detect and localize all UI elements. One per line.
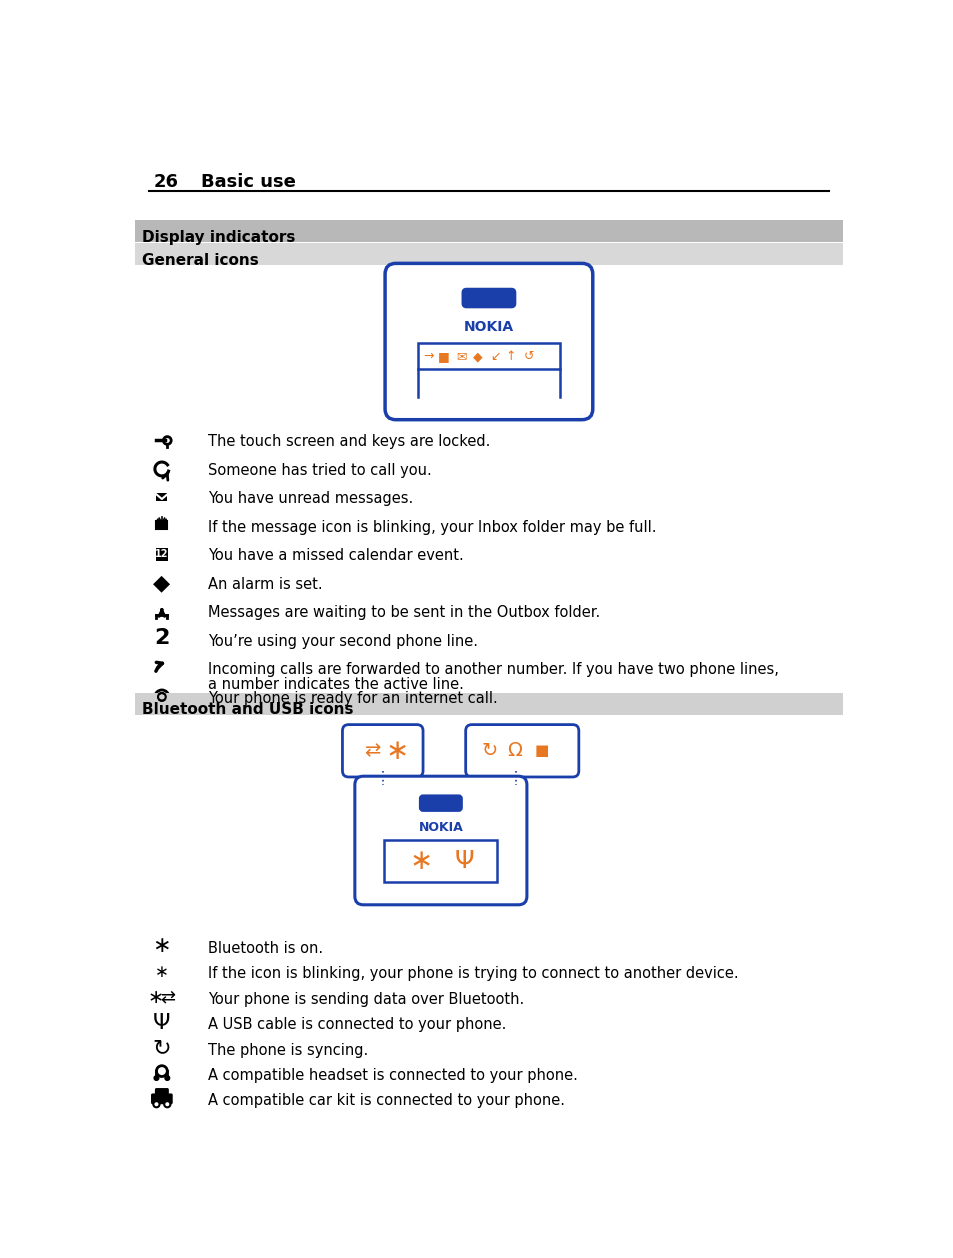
Bar	[134, 693, 842, 715]
Text: ◆: ◆	[473, 350, 482, 364]
Text: If the icon is blinking, your phone is trying to connect to another device.: If the icon is blinking, your phone is t…	[208, 966, 739, 981]
Text: ∗: ∗	[154, 962, 169, 981]
Text: Bluetooth is on.: Bluetooth is on.	[208, 941, 323, 956]
Text: Basic use: Basic use	[200, 172, 295, 190]
Text: ■: ■	[437, 350, 450, 364]
FancyBboxPatch shape	[419, 795, 461, 811]
Text: Ω: Ω	[507, 741, 521, 760]
Circle shape	[154, 1076, 158, 1081]
Text: ↻: ↻	[481, 741, 497, 760]
Text: NOKIA: NOKIA	[463, 320, 514, 333]
FancyBboxPatch shape	[417, 343, 559, 369]
Circle shape	[153, 1101, 159, 1107]
Text: You have a missed calendar event.: You have a missed calendar event.	[208, 548, 464, 564]
Text: ∗: ∗	[410, 847, 433, 874]
Circle shape	[165, 1076, 170, 1081]
Text: a number indicates the active line.: a number indicates the active line.	[208, 677, 464, 692]
Circle shape	[164, 1101, 171, 1107]
Text: If the message icon is blinking, your Inbox folder may be full.: If the message icon is blinking, your In…	[208, 520, 657, 535]
FancyBboxPatch shape	[154, 1088, 169, 1097]
Text: ∗: ∗	[385, 737, 408, 765]
Text: Your phone is ready for an internet call.: Your phone is ready for an internet call…	[208, 691, 497, 706]
Text: 26: 26	[154, 172, 179, 190]
Text: ∗: ∗	[148, 988, 164, 1006]
Text: You have unread messages.: You have unread messages.	[208, 492, 414, 506]
Bar	[134, 220, 842, 242]
Text: ∗: ∗	[152, 936, 171, 956]
Text: An alarm is set.: An alarm is set.	[208, 576, 323, 591]
Text: Messages are waiting to be sent in the Outbox folder.: Messages are waiting to be sent in the O…	[208, 605, 600, 620]
Text: ⇄: ⇄	[160, 989, 175, 1006]
Text: Ψ: Ψ	[153, 1013, 171, 1033]
FancyBboxPatch shape	[342, 725, 422, 777]
Text: You’re using your second phone line.: You’re using your second phone line.	[208, 634, 477, 649]
Text: A compatible car kit is connected to your phone.: A compatible car kit is connected to you…	[208, 1093, 565, 1108]
Bar	[155, 548, 168, 561]
Text: ↺: ↺	[523, 350, 534, 364]
FancyBboxPatch shape	[384, 840, 497, 882]
Text: →: →	[423, 350, 434, 364]
FancyBboxPatch shape	[151, 1093, 172, 1105]
Text: Someone has tried to call you.: Someone has tried to call you.	[208, 463, 432, 478]
Text: NOKIA: NOKIA	[418, 820, 463, 834]
Text: Display indicators: Display indicators	[142, 230, 295, 245]
Text: The touch screen and keys are locked.: The touch screen and keys are locked.	[208, 434, 490, 449]
FancyBboxPatch shape	[465, 725, 578, 777]
Text: ■: ■	[534, 743, 548, 759]
Bar	[134, 243, 842, 265]
FancyBboxPatch shape	[355, 776, 526, 905]
Text: The phone is syncing.: The phone is syncing.	[208, 1043, 368, 1058]
FancyBboxPatch shape	[462, 289, 515, 307]
Text: ◆: ◆	[153, 572, 171, 593]
Text: Your phone is sending data over Bluetooth.: Your phone is sending data over Bluetoot…	[208, 991, 524, 1006]
Text: Incoming calls are forwarded to another number. If you have two phone lines,: Incoming calls are forwarded to another …	[208, 662, 779, 677]
Bar	[156, 493, 167, 501]
Text: ↻: ↻	[152, 1038, 171, 1058]
Text: 12: 12	[155, 548, 169, 559]
Text: ⇄: ⇄	[363, 741, 379, 760]
Text: ↑: ↑	[505, 350, 516, 364]
Text: Bluetooth and USB icons: Bluetooth and USB icons	[142, 702, 354, 717]
Text: 2: 2	[154, 628, 170, 648]
Text: A USB cable is connected to your phone.: A USB cable is connected to your phone.	[208, 1018, 506, 1033]
Bar	[156, 522, 167, 530]
Text: A compatible headset is connected to your phone.: A compatible headset is connected to you…	[208, 1068, 578, 1083]
Text: ✉: ✉	[456, 350, 466, 364]
Text: ↙: ↙	[489, 350, 500, 364]
FancyBboxPatch shape	[385, 263, 592, 420]
Text: General icons: General icons	[142, 253, 259, 268]
Text: Ψ: Ψ	[454, 849, 474, 873]
